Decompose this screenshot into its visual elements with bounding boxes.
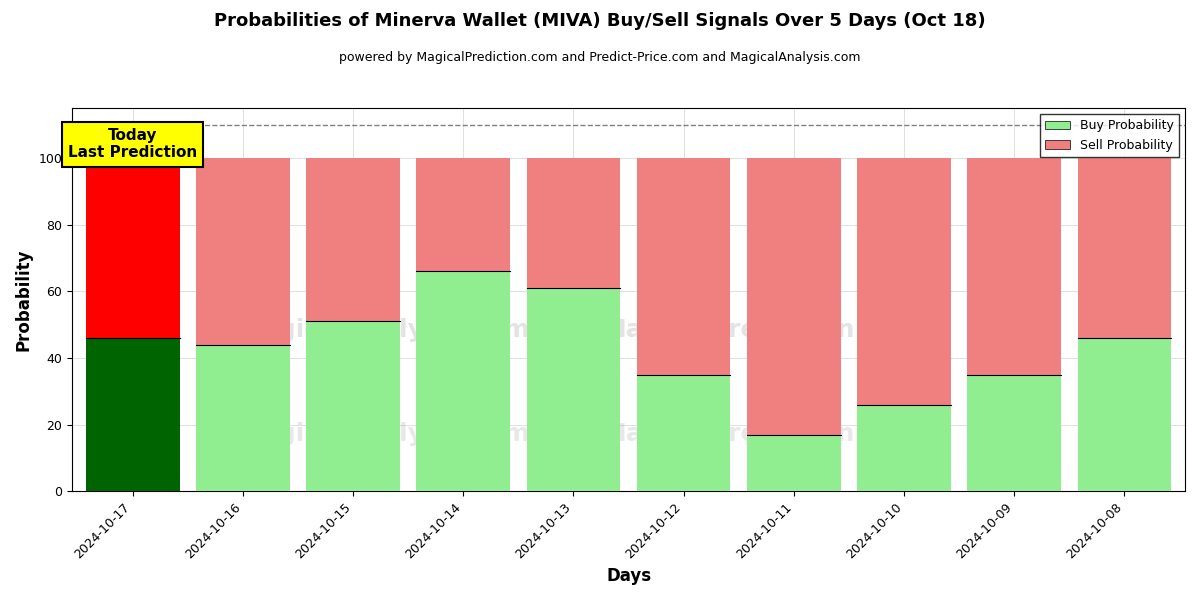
Bar — [967, 158, 1061, 374]
Bar — [196, 344, 289, 491]
Text: MagicalPrediction.com: MagicalPrediction.com — [601, 422, 923, 446]
X-axis label: Days: Days — [606, 567, 652, 585]
Bar — [1078, 158, 1171, 338]
Text: MagicalAnalysis.com: MagicalAnalysis.com — [236, 422, 530, 446]
Text: Probabilities of Minerva Wallet (MIVA) Buy/Sell Signals Over 5 Days (Oct 18): Probabilities of Minerva Wallet (MIVA) B… — [214, 12, 986, 30]
Bar — [637, 374, 731, 491]
Bar — [967, 374, 1061, 491]
Y-axis label: Probability: Probability — [16, 248, 34, 351]
Bar — [527, 158, 620, 288]
Bar — [1078, 338, 1171, 491]
Bar — [196, 158, 289, 344]
Bar — [306, 158, 400, 321]
Bar — [86, 158, 180, 338]
Bar — [306, 321, 400, 491]
Bar — [416, 271, 510, 491]
Bar — [416, 158, 510, 271]
Text: powered by MagicalPrediction.com and Predict-Price.com and MagicalAnalysis.com: powered by MagicalPrediction.com and Pre… — [340, 50, 860, 64]
Bar — [527, 288, 620, 491]
Text: Today
Last Prediction: Today Last Prediction — [68, 128, 197, 160]
Bar — [86, 338, 180, 491]
Legend: Buy Probability, Sell Probability: Buy Probability, Sell Probability — [1040, 114, 1178, 157]
Bar — [637, 158, 731, 374]
Bar — [748, 158, 841, 434]
Bar — [857, 404, 950, 491]
Text: MagicalPrediction.com: MagicalPrediction.com — [601, 318, 923, 342]
Text: MagicalAnalysis.com: MagicalAnalysis.com — [236, 318, 530, 342]
Bar — [748, 434, 841, 491]
Bar — [857, 158, 950, 404]
